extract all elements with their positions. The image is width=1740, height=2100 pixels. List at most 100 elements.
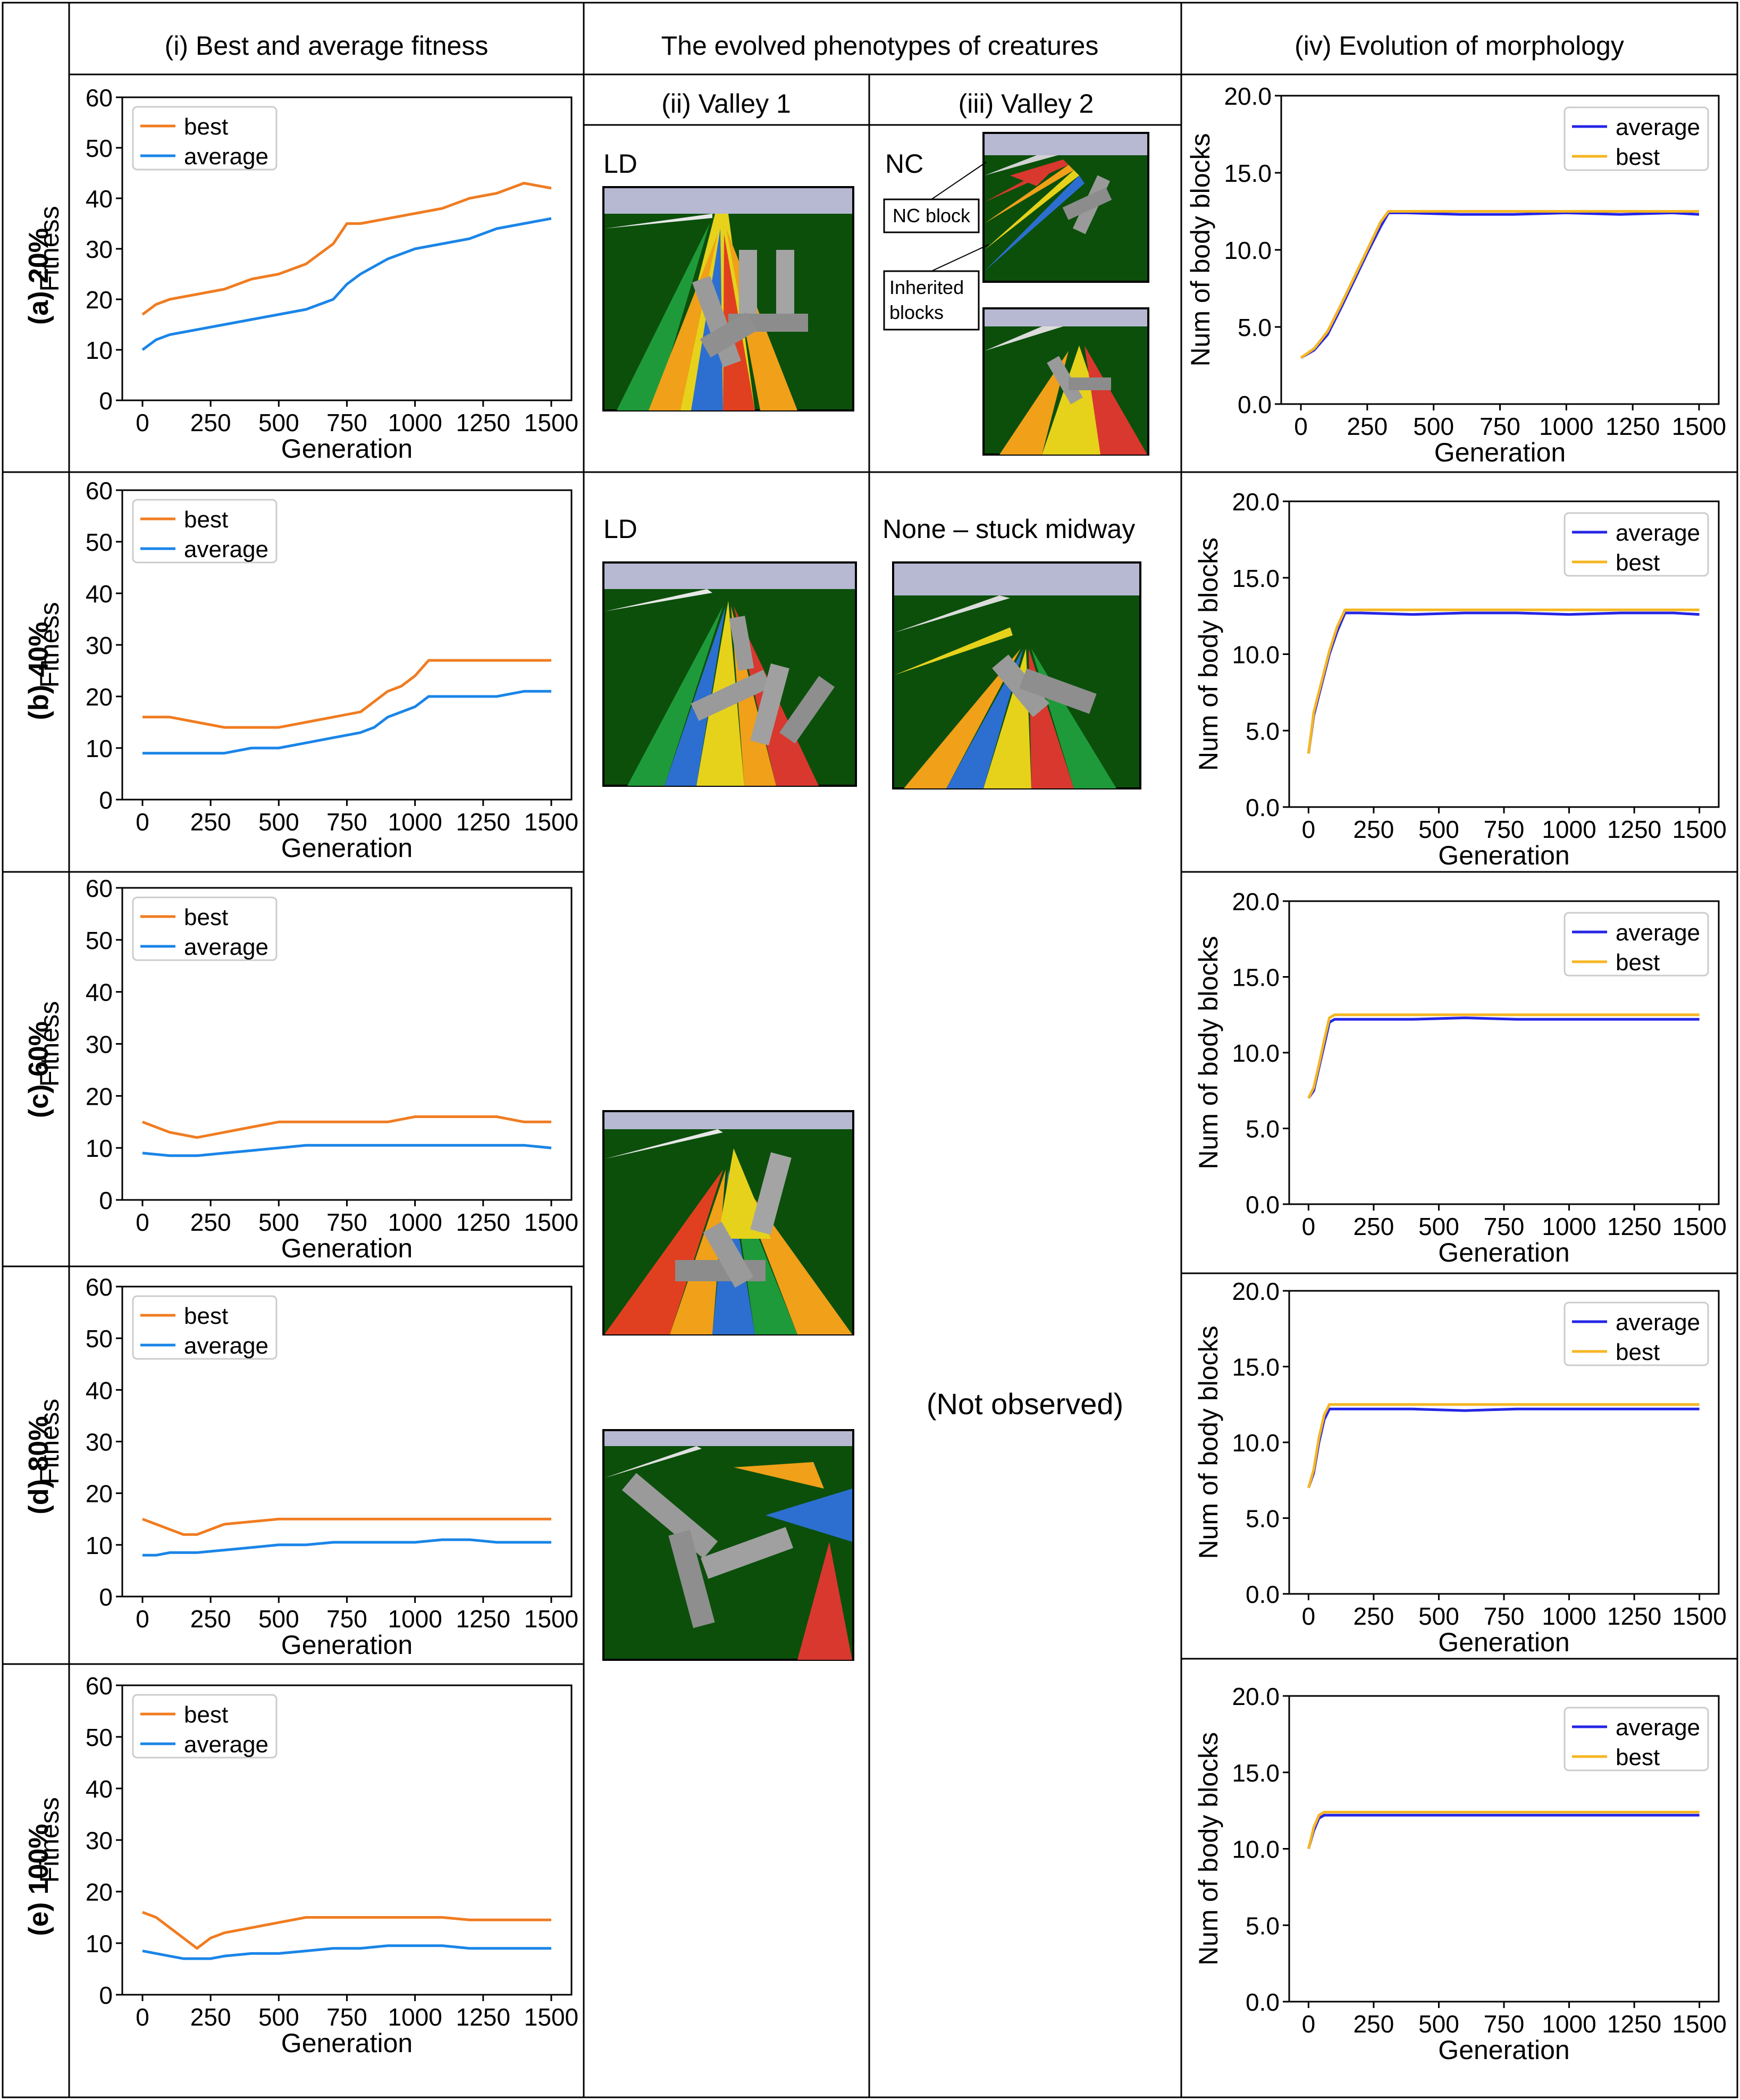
series-line-best [142, 1517, 551, 1536]
x-tick-label: 1250 [1607, 2010, 1661, 2038]
y-tick-label: 20 [86, 286, 113, 314]
y-tick-label: 10 [86, 1930, 113, 1958]
x-tick-label: 250 [1347, 413, 1388, 440]
y-tick-label: 40 [86, 185, 113, 213]
x-axis-label: Generation [281, 833, 413, 863]
legend-box [132, 499, 278, 564]
x-tick-label: 750 [326, 2003, 367, 2031]
x-tick-label: 250 [190, 409, 231, 436]
y-tick-label: 20.0 [1232, 888, 1280, 915]
y-tick-label: 10 [86, 1532, 113, 1559]
series-line-best [142, 1115, 551, 1139]
y-tick-label: 5.0 [1246, 717, 1280, 745]
series-line-best [1300, 210, 1699, 359]
row-label-d: (d) 80% [23, 1416, 54, 1515]
chart-fit-b: 0 10 20 30 40 50 60 0 250 500 750 1000 1250 1500 Gener… [35, 477, 578, 863]
x-axis-label: Generation [281, 434, 413, 464]
x-tick-label: 1500 [1672, 1602, 1726, 1630]
x-tick-label: 1250 [456, 1208, 510, 1236]
x-tick-label: 250 [190, 808, 231, 836]
chart-morph-d: 0.0 5.0 10.0 15.0 20.0 0 250 500 750 1000 1250 1500… [1193, 1278, 1727, 1657]
phenotype-image-a-valley2-top [982, 132, 1149, 283]
phenotype-image-a-valley1 [602, 186, 854, 411]
legend-label-best: best [184, 114, 228, 140]
x-tick-label: 0 [1302, 1602, 1316, 1630]
y-tick-label: 10 [86, 337, 113, 364]
y-tick-label: 10.0 [1232, 1429, 1280, 1457]
x-tick-label: 1250 [1607, 816, 1661, 843]
y-axis-label: Fitness [35, 206, 64, 291]
annotation-b-valley1: LD [603, 514, 637, 544]
x-tick-label: 1500 [524, 409, 578, 436]
x-tick-label: 1500 [1672, 2010, 1726, 2038]
series-line-best [141, 182, 552, 316]
chart-morph-b: 0.0 5.0 10.0 15.0 20.0 0 250 500 750 1000 1250 1500… [1193, 488, 1727, 870]
x-tick-label: 1250 [456, 1605, 510, 1633]
y-tick-label: 30 [86, 1031, 113, 1059]
y-tick-label: 10.0 [1232, 1836, 1280, 1863]
callout-inherited-label-2: blocks [889, 301, 944, 323]
y-axis-label: Fitness [35, 1797, 64, 1883]
legend-box [1564, 1301, 1709, 1366]
annotation-a-valley2: NC [885, 149, 923, 179]
y-tick-label: 40 [86, 1775, 113, 1803]
header-valley1: (ii) Valley 1 [661, 89, 791, 119]
header-fitness: (i) Best and average fitness [165, 31, 489, 61]
y-tick-label: 30 [86, 1827, 113, 1854]
x-tick-label: 0 [1302, 816, 1316, 843]
x-tick-label: 1250 [1607, 1213, 1661, 1240]
y-tick-label: 60 [86, 477, 113, 505]
x-tick-label: 750 [326, 808, 367, 836]
y-tick-label: 0.0 [1246, 794, 1280, 821]
x-tick-label: 500 [1418, 1213, 1459, 1240]
legend-label-average: average [1616, 520, 1700, 546]
x-axis-label: Generation [281, 1233, 413, 1263]
header-phenotypes: The evolved phenotypes of creatures [661, 31, 1099, 61]
x-tick-label: 1000 [388, 808, 442, 836]
y-tick-label: 40 [86, 1376, 113, 1404]
series-line-best [1307, 1013, 1700, 1099]
x-axis-label: Generation [281, 2028, 413, 2058]
callout-inherited-label-1: Inherited [889, 276, 964, 298]
legend-label-best: best [1616, 144, 1660, 170]
header-valley2: (iii) Valley 2 [959, 89, 1094, 119]
y-tick-label: 10 [86, 735, 113, 762]
x-tick-label: 1500 [1672, 413, 1726, 440]
y-tick-label: 0.0 [1246, 1191, 1280, 1219]
x-tick-label: 500 [1413, 413, 1454, 440]
legend-box [132, 1694, 278, 1759]
y-tick-label: 30 [86, 1429, 113, 1456]
x-axis-label: Generation [1438, 1238, 1569, 1267]
y-tick-label: 60 [86, 84, 113, 112]
x-tick-label: 250 [1354, 816, 1394, 843]
y-tick-label: 50 [86, 1325, 113, 1353]
legend-box [132, 896, 278, 961]
row-label-a: (a) 20% [23, 228, 54, 325]
phenotype-image-c-valley1 [602, 1110, 854, 1335]
chart-fit-a: 0 10 20 30 40 50 60 0 250 500 750 1000 1250 1500 Gener… [35, 84, 578, 464]
legend-label-best: best [1616, 950, 1660, 976]
y-tick-label: 15.0 [1232, 1354, 1280, 1381]
x-tick-label: 0 [136, 808, 149, 836]
x-tick-label: 250 [1354, 2010, 1394, 2038]
chart-fit-e: 0 10 20 30 40 50 60 0 250 500 750 1000 1250 1500 Gener… [35, 1672, 578, 2058]
legend-label-average: average [1616, 1715, 1700, 1741]
x-tick-label: 1500 [524, 1208, 578, 1236]
x-tick-label: 1500 [524, 1605, 578, 1633]
legend-label-average: average [184, 144, 268, 170]
x-tick-label: 0 [136, 2003, 149, 2031]
y-tick-label: 5.0 [1246, 1505, 1280, 1533]
y-tick-label: 5.0 [1246, 1115, 1280, 1143]
y-axis-label: Fitness [35, 1399, 64, 1484]
series-line-best [142, 1911, 551, 1950]
annotation-a-valley1: LD [603, 149, 637, 179]
series-line-average [142, 1144, 552, 1157]
y-tick-label: 20 [86, 1480, 113, 1508]
series-line-best [1307, 608, 1700, 754]
series-line-average [141, 217, 552, 351]
x-tick-label: 500 [1418, 2010, 1459, 2038]
y-tick-label: 0 [99, 1187, 113, 1214]
chart-fit-c: 0 10 20 30 40 50 60 0 250 500 750 1000 1250 1500 Gener… [35, 875, 578, 1263]
phenotype-image-a-valley2-bottom [982, 307, 1149, 456]
y-tick-label: 15.0 [1232, 1759, 1280, 1787]
